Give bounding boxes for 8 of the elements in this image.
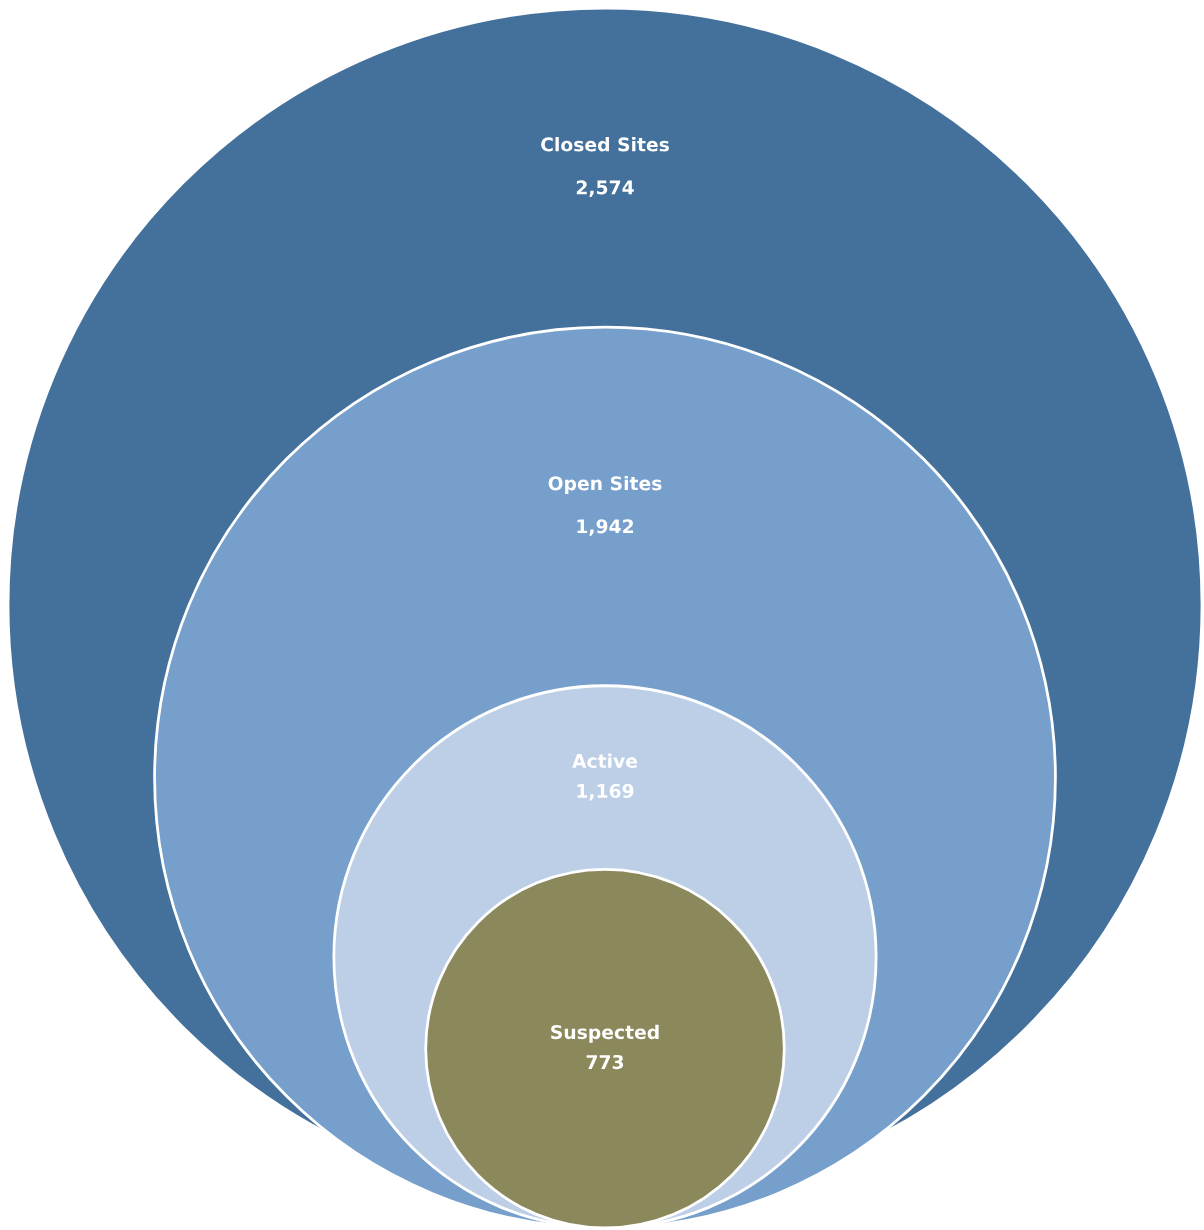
data-label: 773 [586, 1054, 624, 1070]
data-label: 2,574 [576, 180, 634, 197]
category-label: Suspected [551, 1024, 659, 1043]
data-label: 1,169 [577, 783, 634, 801]
data-label: 1,942 [577, 519, 634, 536]
category-label: Closed Sites [541, 137, 669, 152]
category-label: Active [572, 753, 638, 769]
category-label: Open Sites [548, 475, 662, 495]
